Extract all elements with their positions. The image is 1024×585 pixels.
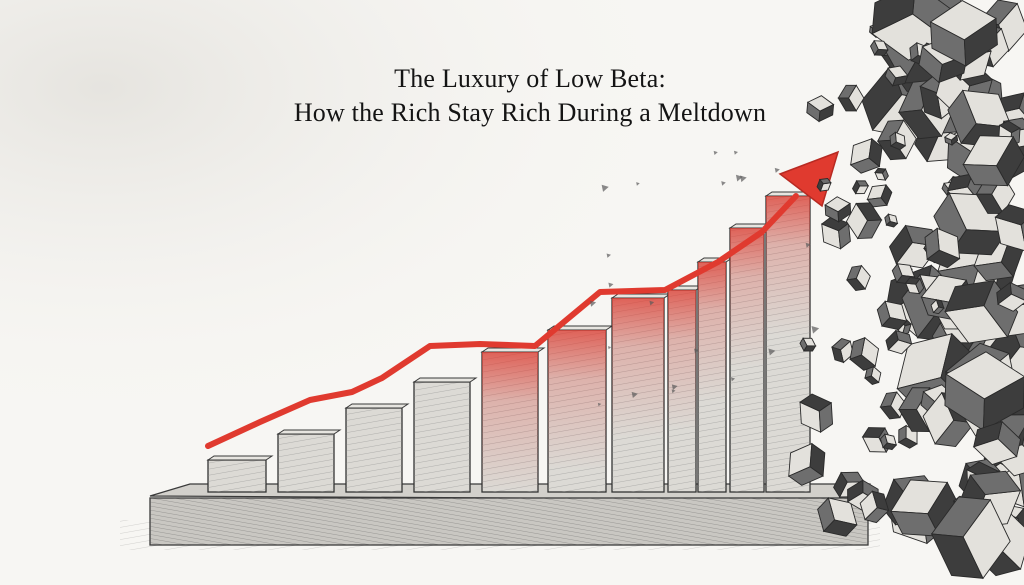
cube-fragment [884, 65, 909, 87]
sketch-bar [728, 223, 772, 493]
cube-fragment [944, 279, 1019, 344]
debris-flake [740, 175, 747, 183]
cube-fragment [876, 300, 908, 331]
cube-fragment [943, 132, 959, 146]
debris-flake [597, 402, 602, 407]
cube-fragment [962, 135, 1024, 187]
title-line-1: The Luxury of Low Beta: [394, 64, 666, 93]
cube-fragment [846, 264, 871, 292]
cube-fragment [869, 39, 889, 56]
trend-arrow [205, 150, 840, 449]
debris-flake [649, 300, 655, 306]
cube-fragment [994, 204, 1024, 253]
debris-flake [713, 150, 718, 156]
cube-fragment [806, 95, 835, 123]
debris-flake [805, 242, 811, 248]
debris-flake [671, 389, 676, 394]
cube-fragment [824, 196, 852, 223]
cube-fragment [930, 298, 945, 315]
cube-fragment [904, 277, 925, 295]
cube-fragment [816, 178, 832, 192]
sketch-bar [480, 347, 546, 493]
debris-flake [721, 181, 726, 186]
cube-fragment [866, 183, 893, 208]
trend-line [205, 193, 799, 449]
cube-fragment [837, 84, 865, 112]
sketch-bar [696, 257, 734, 493]
debris-flake [768, 348, 776, 356]
cube-fragment [864, 365, 882, 385]
debris-flake [694, 348, 699, 354]
cube-fragment [845, 202, 883, 240]
cube-fragment [890, 479, 960, 538]
cube-fragment [930, 496, 1011, 580]
sketch-bar [344, 403, 410, 493]
cube-fragment [879, 433, 898, 451]
cube-fragment [820, 215, 851, 250]
cube-fragment [799, 393, 834, 434]
cube-fragment [947, 89, 1013, 148]
cube-fragment [859, 490, 890, 524]
sketch-bar [546, 325, 614, 493]
debris-flake [730, 377, 736, 382]
debris-flake [733, 150, 738, 155]
cube-fragment [944, 351, 1024, 432]
title-line-2: How the Rich Stay Rich During a Meltdown [293, 98, 767, 127]
arrow-head-icon [778, 150, 840, 208]
sketch-bar [412, 377, 478, 493]
cube-fragment [849, 137, 883, 174]
cube-fragment [889, 131, 907, 151]
shattered-cubes [589, 0, 1024, 580]
cube-fragment [851, 179, 870, 195]
cube-fragment [929, 0, 998, 67]
cube-fragment [874, 167, 889, 181]
cube-fragment [831, 337, 854, 364]
debris-flake [774, 167, 780, 173]
debris-flake [601, 184, 609, 192]
cube-fragment [884, 213, 899, 228]
cube-fragment [972, 420, 1022, 466]
title-block: The Luxury of Low Beta: How the Rich Sta… [170, 62, 890, 130]
cube-fragment [996, 281, 1024, 312]
sketch-bar [276, 429, 342, 493]
sketch-bar [610, 293, 672, 493]
debris-flake [608, 282, 614, 288]
cube-fragment [885, 329, 913, 355]
sketch-bar [206, 455, 274, 493]
cube-fragment [787, 442, 826, 486]
debris-flake [811, 325, 820, 334]
debris-flake [589, 300, 597, 307]
cube-fragment [799, 337, 817, 352]
base-plinth [149, 483, 871, 546]
debris-flake [636, 182, 640, 186]
debris-flake [631, 391, 638, 399]
debris-flake [671, 384, 678, 391]
cube-fragment [849, 336, 880, 371]
cube-fragment [924, 227, 961, 269]
debris-flake [608, 346, 612, 350]
cube-fragment [817, 497, 858, 537]
debris-flake [606, 253, 611, 258]
